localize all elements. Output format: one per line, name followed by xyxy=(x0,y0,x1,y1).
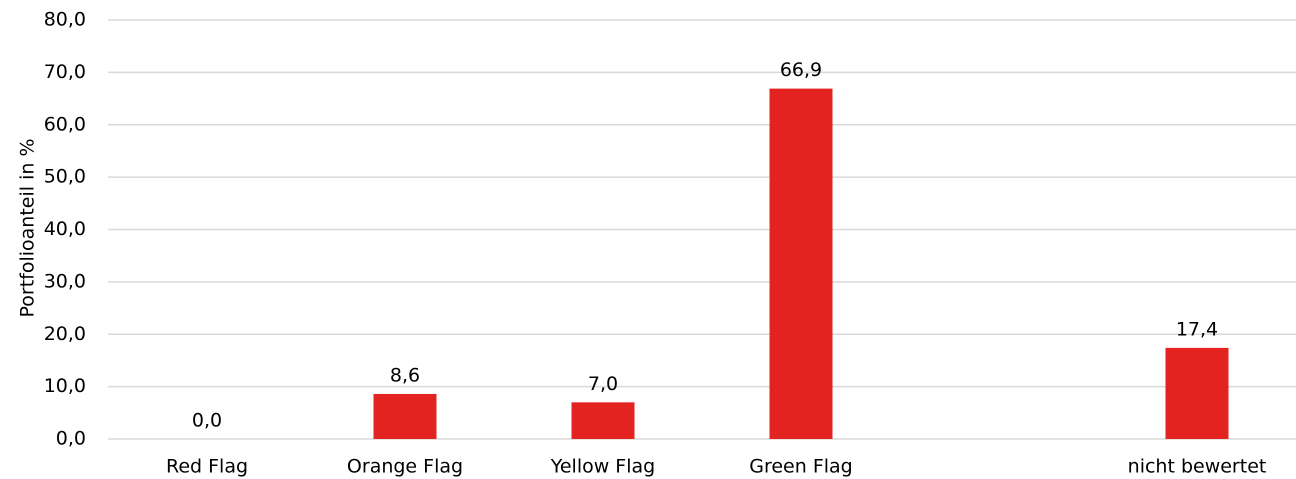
y-tick-label: 10,0 xyxy=(44,375,86,397)
y-axis-ticks: 0,0 10,0 20,0 30,0 40,0 50,0 60,0 70,0 80,0 xyxy=(44,9,86,450)
data-label: 0,0 xyxy=(192,410,222,432)
x-category-label: Red Flag xyxy=(166,456,248,478)
x-axis-categories: Red Flag Orange Flag Yellow Flag Green Flag… xyxy=(166,456,1266,478)
y-tick-label: 50,0 xyxy=(44,166,86,188)
y-tick-label: 30,0 xyxy=(44,270,86,292)
bar xyxy=(373,393,437,439)
x-category-label: nicht bewertet xyxy=(1128,456,1267,478)
bars xyxy=(373,88,1229,439)
y-tick-label: 70,0 xyxy=(44,61,86,83)
data-label: 17,4 xyxy=(1176,318,1218,340)
bar xyxy=(769,88,833,439)
data-labels: 0,0 8,6 7,0 66,9 17,4 xyxy=(192,59,1218,431)
y-axis-title: Portfolioanteil in % xyxy=(17,139,39,318)
bar xyxy=(1165,347,1229,439)
bar xyxy=(571,402,635,439)
y-tick-label: 0,0 xyxy=(56,428,86,450)
data-label: 7,0 xyxy=(588,373,618,395)
x-category-label: Green Flag xyxy=(749,456,853,478)
x-category-label: Yellow Flag xyxy=(550,456,655,478)
y-tick-label: 80,0 xyxy=(44,9,86,31)
y-tick-label: 20,0 xyxy=(44,323,86,345)
x-category-label: Orange Flag xyxy=(347,456,463,478)
gridlines xyxy=(108,19,1296,440)
data-label: 66,9 xyxy=(780,59,822,81)
y-tick-label: 40,0 xyxy=(44,218,86,240)
data-label: 8,6 xyxy=(390,364,420,386)
y-tick-label: 60,0 xyxy=(44,113,86,135)
